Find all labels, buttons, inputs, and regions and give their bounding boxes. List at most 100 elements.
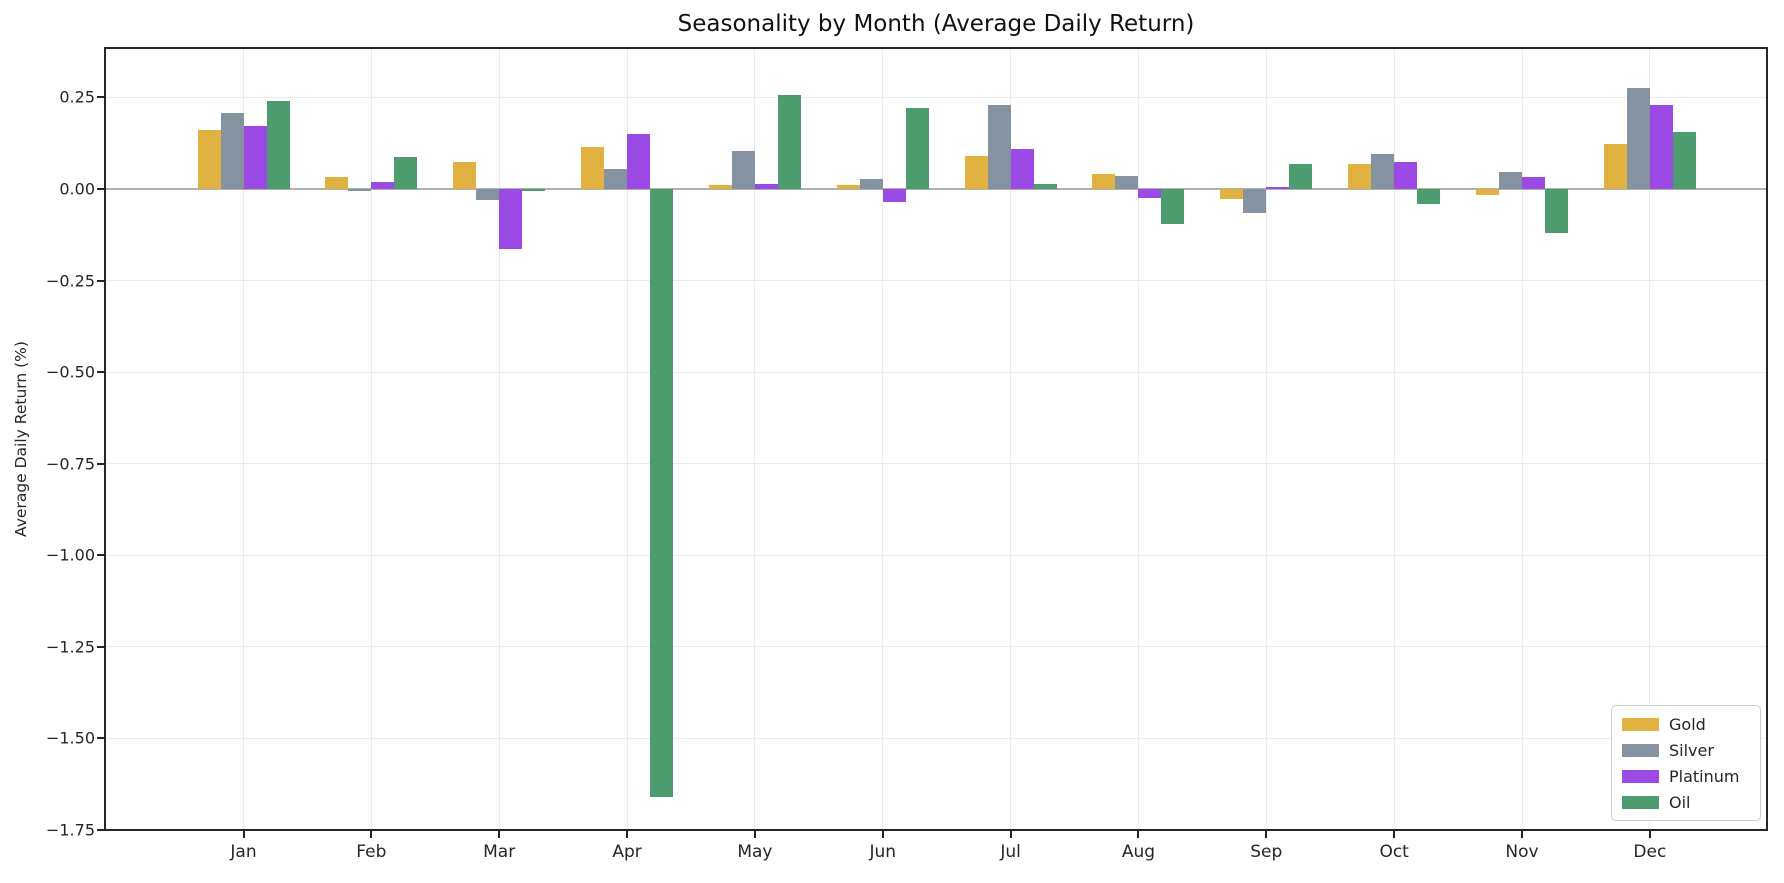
- x-tick-label: Dec: [1633, 842, 1667, 862]
- x-tick-mark: [753, 830, 756, 838]
- bar-platinum-dec: [1649, 104, 1673, 189]
- y-tick-mark: [97, 371, 105, 374]
- bar-platinum-jun: [882, 189, 906, 202]
- y-tick-mark: [97, 645, 105, 648]
- x-tick-label: Oct: [1379, 842, 1409, 862]
- bar-platinum-nov: [1522, 176, 1545, 189]
- bar-gold-dec: [1603, 143, 1627, 189]
- gridline-vertical: [626, 48, 628, 830]
- y-tick-label: −0.75: [45, 454, 95, 474]
- bar-oil-aug: [1161, 189, 1185, 224]
- gridline-horizontal: [105, 554, 1767, 556]
- x-tick-mark: [498, 830, 501, 838]
- bar-gold-sep: [1220, 189, 1244, 199]
- plot-border: [104, 47, 1768, 831]
- bar-silver-may: [731, 150, 755, 189]
- bar-platinum-may: [754, 184, 778, 189]
- bar-oil-jun: [905, 107, 929, 189]
- x-tick-label: Jun: [869, 842, 897, 862]
- bar-silver-sep: [1243, 189, 1267, 214]
- bar-oil-jul: [1033, 183, 1057, 189]
- y-tick-mark: [97, 554, 105, 557]
- legend: Gold Silver Platinum Oil: [1611, 705, 1761, 821]
- bar-oil-apr: [650, 189, 674, 798]
- y-tick-label: −0.25: [45, 271, 95, 291]
- legend-swatch-oil: [1622, 795, 1659, 809]
- x-tick-label: Apr: [612, 842, 642, 862]
- legend-label-oil: Oil: [1669, 792, 1691, 812]
- zero-line: [105, 188, 1767, 191]
- y-tick-label: −1.00: [45, 545, 95, 565]
- gridline-vertical: [243, 48, 244, 830]
- x-tick-mark: [1648, 830, 1651, 838]
- x-tick-mark: [1521, 830, 1523, 838]
- x-tick-label: Feb: [356, 842, 387, 862]
- x-tick-mark: [370, 830, 373, 838]
- bar-oil-may: [777, 94, 801, 189]
- gridline-vertical: [882, 48, 884, 830]
- legend-item-gold: Gold: [1622, 715, 1750, 734]
- x-tick-label: Jan: [230, 842, 257, 862]
- gridline-horizontal: [105, 646, 1767, 648]
- bar-oil-oct: [1417, 189, 1441, 204]
- bar-platinum-mar: [499, 189, 523, 250]
- legend-label-silver: Silver: [1669, 740, 1714, 760]
- gridline-vertical: [754, 48, 756, 830]
- bar-platinum-jul: [1010, 148, 1034, 189]
- x-tick-mark: [1009, 830, 1012, 838]
- bar-oil-dec: [1672, 131, 1696, 189]
- y-tick-label: −1.50: [45, 728, 95, 748]
- chart-title: Seasonality by Month (Average Daily Retu…: [677, 11, 1195, 37]
- gridline-vertical: [370, 48, 372, 830]
- gridline-vertical: [498, 48, 500, 830]
- bar-oil-sep: [1289, 164, 1313, 190]
- bar-gold-may: [708, 184, 732, 189]
- bar-gold-jul: [964, 155, 988, 189]
- x-tick-mark: [1137, 830, 1140, 838]
- bar-oil-nov: [1545, 189, 1568, 233]
- x-tick-label: Sep: [1250, 842, 1283, 862]
- bar-platinum-aug: [1138, 189, 1162, 199]
- gridline-horizontal: [105, 96, 1767, 98]
- legend-label-platinum: Platinum: [1669, 766, 1740, 786]
- bar-gold-oct: [1348, 164, 1372, 190]
- x-tick-mark: [1393, 830, 1396, 838]
- y-tick-mark: [97, 829, 105, 831]
- legend-swatch-silver: [1622, 743, 1659, 757]
- bar-silver-nov: [1499, 171, 1522, 189]
- bar-silver-jun: [859, 179, 883, 189]
- x-tick-mark: [626, 830, 629, 838]
- x-tick-label: May: [737, 842, 773, 862]
- legend-item-platinum: Platinum: [1622, 767, 1750, 786]
- legend-item-oil: Oil: [1622, 793, 1750, 812]
- bar-gold-jan: [197, 130, 221, 189]
- gridline-horizontal: [105, 737, 1767, 739]
- gridline-vertical: [1265, 48, 1267, 830]
- gridline-horizontal: [105, 829, 1767, 831]
- y-tick-mark: [97, 96, 105, 99]
- bar-silver-jul: [987, 104, 1011, 189]
- gridline-vertical: [1010, 48, 1012, 830]
- bar-platinum-feb: [371, 182, 395, 189]
- bar-platinum-sep: [1266, 186, 1290, 189]
- bar-gold-apr: [581, 146, 605, 189]
- bar-platinum-apr: [627, 134, 651, 189]
- bar-gold-aug: [1092, 173, 1116, 189]
- bar-silver-aug: [1115, 175, 1139, 189]
- bar-platinum-oct: [1394, 162, 1418, 189]
- bar-gold-mar: [453, 161, 477, 189]
- bar-gold-feb: [325, 177, 349, 189]
- x-tick-mark: [881, 830, 884, 838]
- x-tick-mark: [1265, 830, 1268, 838]
- x-tick-label: Nov: [1505, 842, 1539, 862]
- x-tick-mark: [242, 830, 245, 838]
- bar-oil-jan: [266, 101, 290, 190]
- bar-silver-mar: [476, 189, 500, 200]
- gridline-horizontal: [105, 371, 1767, 373]
- legend-label-gold: Gold: [1669, 714, 1706, 734]
- gridline-vertical: [1521, 48, 1523, 830]
- bar-oil-feb: [394, 156, 418, 189]
- bar-gold-jun: [836, 185, 860, 189]
- gridline-horizontal: [105, 280, 1767, 282]
